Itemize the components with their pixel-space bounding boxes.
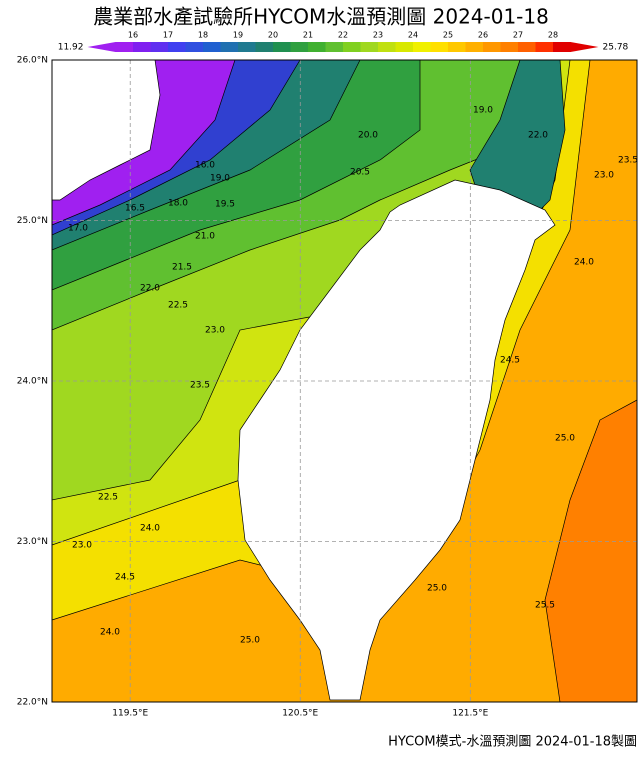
contour-label: 25.0 — [240, 636, 260, 646]
colorbar-segment — [255, 42, 274, 52]
map-area — [51, 59, 638, 703]
y-tick-label: 26.0°N — [17, 56, 48, 66]
colorbar-tick-label: 27 — [513, 31, 523, 40]
contour-label: 25.0 — [427, 584, 447, 594]
colorbar-tick-label: 17 — [163, 31, 173, 40]
contour-label: 25.5 — [535, 601, 555, 611]
colorbar-segment — [290, 42, 309, 52]
colorbar-tick-label: 25 — [443, 31, 453, 40]
contour-label: 19.0 — [473, 106, 493, 116]
contour-label: 18.0 — [168, 199, 188, 209]
y-tick-label: 23.0°N — [17, 537, 48, 547]
colorbar-segment — [308, 42, 326, 52]
contour-label: 25.0 — [555, 434, 575, 444]
land — [51, 59, 161, 201]
colorbar-segment — [273, 42, 291, 52]
contour-label: 24.0 — [140, 524, 160, 534]
contour-label: 20.0 — [358, 131, 378, 141]
colorbar-segment — [413, 42, 431, 52]
grid — [52, 59, 637, 703]
colorbar-segment — [115, 42, 134, 52]
colorbar-tick-label: 23 — [373, 31, 383, 40]
x-tick-label: 121.5°E — [452, 709, 488, 719]
frame — [51, 59, 638, 703]
colorbar-segment — [518, 42, 536, 52]
colorbar-segment — [238, 42, 256, 52]
colorbar-tick-label: 16 — [128, 31, 138, 40]
footer: HYCOM模式-水溫預測圖 2024-01-18製圖 — [388, 735, 637, 750]
contour-label: 24.0 — [100, 628, 120, 638]
colorbar-segment — [220, 42, 239, 52]
contour-label: 19.0 — [210, 174, 230, 184]
colorbar-tick-label: 18 — [198, 31, 208, 40]
colorbar-segment — [395, 42, 414, 52]
contour-label: 19.5 — [215, 200, 235, 210]
colorbar-segment — [448, 42, 466, 52]
colorbar-segment — [465, 42, 484, 52]
colorbar-tick-label: 26 — [478, 31, 488, 40]
contour-label: 23.0 — [72, 541, 92, 551]
contour-label: 21.0 — [195, 232, 215, 242]
colorbar-max-label: 25.78 — [603, 43, 629, 53]
colorbar-segment — [185, 42, 204, 52]
x-tick-label: 119.5°E — [112, 709, 148, 719]
colorbar-segment — [378, 42, 396, 52]
colorbar-segment — [535, 42, 554, 52]
colorbar-segment — [168, 42, 186, 52]
colorbar-tick-label: 19 — [233, 31, 243, 40]
contour-label: 23.0 — [205, 326, 225, 336]
colorbar-segment — [483, 42, 501, 52]
contour-label: 23.0 — [594, 171, 614, 181]
colorbar-tick-label: 24 — [408, 31, 418, 40]
colorbar-max-arrow — [570, 42, 599, 52]
taiwan — [237, 179, 556, 701]
colorbar-tick-label: 20 — [268, 31, 278, 40]
colorbar-tick-label: 21 — [303, 31, 313, 40]
contour-label: 24.0 — [574, 258, 594, 268]
colorbar-segment — [343, 42, 361, 52]
contour-label: 23.5 — [618, 156, 638, 166]
contour-label: 16.5 — [125, 204, 145, 214]
contour-label: 22.0 — [140, 284, 160, 294]
colorbar-tick-label: 22 — [338, 31, 348, 40]
contour-label: 23.5 — [190, 381, 210, 391]
contour-label: 21.5 — [172, 263, 192, 273]
contour-label: 24.5 — [115, 573, 135, 583]
colorbar-segment — [203, 42, 221, 52]
contour-label: 16.0 — [195, 161, 215, 171]
colorbar-segment — [360, 42, 379, 52]
contour-label: 22.5 — [98, 493, 118, 503]
colorbar-segment — [325, 42, 344, 52]
title: 農業部水產試驗所HYCOM水溫預測圖 2024-01-18 — [93, 5, 549, 29]
y-tick-label: 25.0°N — [17, 216, 48, 226]
contour-label: 17.0 — [68, 224, 88, 234]
colorbar-segment — [133, 42, 151, 52]
contour-labels: 16.5 17.0 16.0 18.0 19.0 19.5 20.0 20.5 21.0 21.5… — [68, 106, 638, 646]
colorbar-segment — [430, 42, 449, 52]
x-tick-label: 120.5°E — [282, 709, 318, 719]
contour-label: 22.0 — [528, 131, 548, 141]
y-tick-label: 22.0°N — [17, 698, 48, 708]
contour-label: 22.5 — [168, 301, 188, 311]
colorbar-tick-label: 28 — [548, 31, 558, 40]
colorbar-segment — [500, 42, 519, 52]
y-tick-label: 24.0°N — [17, 377, 48, 387]
colorbar-min-label: 11.92 — [58, 43, 84, 53]
contour-label: 20.5 — [350, 168, 370, 178]
colorbar-segment — [150, 42, 169, 52]
contour-label: 24.5 — [500, 356, 520, 366]
colorbar-segment — [553, 42, 571, 52]
colorbar-min-arrow — [87, 42, 116, 52]
